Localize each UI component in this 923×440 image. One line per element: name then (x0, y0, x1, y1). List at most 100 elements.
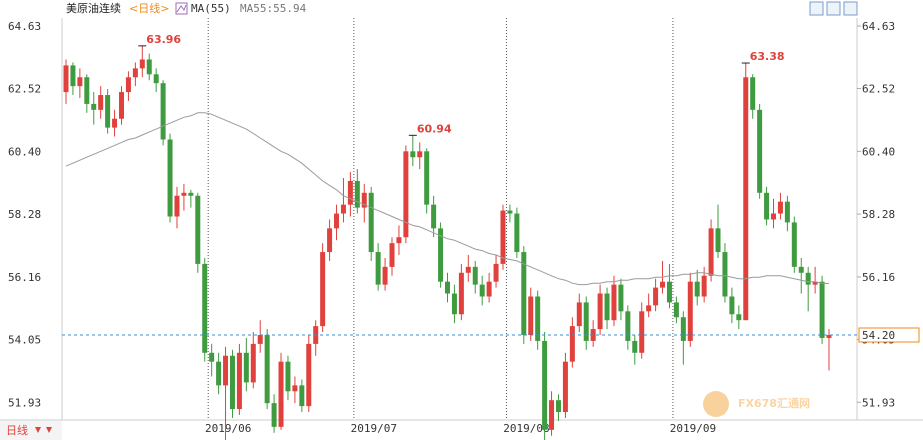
candle-body (472, 266, 478, 285)
candle-body (195, 195, 201, 264)
ma-icon[interactable] (175, 2, 188, 15)
candle-body (777, 201, 783, 214)
candle-body (209, 352, 215, 362)
period[interactable]: <日线> (129, 1, 169, 15)
candle-body (340, 204, 346, 214)
candle-body (139, 59, 145, 69)
y-tick-label: 60.40 (8, 145, 41, 158)
candle-body (431, 204, 437, 229)
candle-body (743, 77, 749, 321)
ma-icon-glyph (176, 4, 187, 13)
candle-body (327, 228, 333, 253)
x-tick-label: 2019/09 (670, 422, 716, 435)
candle-body (63, 65, 69, 93)
tool-button[interactable] (809, 1, 824, 16)
candle-body (458, 272, 464, 315)
candle-body (507, 210, 513, 214)
y-tick-label-right: 60.40 (862, 145, 895, 158)
tool-button[interactable] (826, 1, 841, 16)
candle-body (243, 352, 249, 383)
candle-body (403, 151, 409, 238)
candle-body (70, 65, 76, 87)
candle-body (583, 302, 589, 341)
candle-body (680, 317, 686, 341)
candle-body (625, 311, 631, 341)
candle-body (826, 335, 832, 338)
candle-body (271, 403, 277, 427)
candle-body (424, 151, 430, 205)
candle-body (417, 151, 423, 158)
candle-body (216, 361, 222, 386)
y-tick-label: 56.16 (8, 271, 41, 284)
footer-period[interactable]: 日线 (6, 423, 28, 437)
candle-body (445, 281, 450, 294)
candle-body (757, 109, 763, 193)
candle-body (320, 252, 326, 327)
ma-name: MA(55) (191, 2, 231, 15)
candle-body (354, 180, 360, 208)
candle-body (410, 151, 416, 158)
candle-body (299, 385, 305, 407)
footer-arrow[interactable] (35, 427, 41, 433)
high-label: 63.38 (750, 50, 785, 63)
candle-body (653, 287, 659, 306)
candle-body (257, 335, 263, 344)
y-tick-label: 58.28 (8, 208, 41, 221)
y-tick-label: 54.05 (8, 333, 41, 346)
candle-body (729, 296, 735, 315)
candle-body (396, 237, 402, 244)
last-price-label: 54.20 (862, 329, 895, 342)
y-tick-label-right: 62.52 (862, 83, 895, 96)
x-tick-label: 2019/06 (205, 422, 251, 435)
candle-body (535, 296, 541, 341)
candle-body (618, 284, 624, 312)
candle-body (181, 192, 187, 196)
candle-body (687, 281, 693, 341)
candle-body (590, 329, 596, 341)
candle-body (167, 139, 173, 217)
last-price-box (858, 327, 920, 343)
candle-body (812, 281, 818, 285)
ma-readout: MA55:55.94 (240, 2, 307, 15)
footer-arrow[interactable] (46, 427, 52, 433)
candle-body (750, 77, 756, 110)
candle-body (660, 281, 666, 288)
candle-body (542, 340, 548, 430)
y-tick-label: 64.63 (8, 20, 41, 33)
candle-body (105, 95, 111, 128)
candle-body (528, 296, 534, 336)
candle-body (791, 222, 797, 267)
y-tick-label: 62.52 (8, 83, 41, 96)
candle-body (451, 293, 457, 315)
candle-body (722, 252, 728, 297)
candle-body (306, 343, 312, 407)
candle-body (91, 103, 97, 110)
candle-body (493, 263, 499, 282)
footer-bar (0, 421, 62, 440)
candle-body (479, 284, 485, 297)
candle-body (112, 118, 118, 128)
candle-body (701, 275, 707, 297)
candle-body (632, 340, 638, 353)
candle-body (153, 74, 159, 84)
candle-body (715, 228, 721, 253)
candle-body (597, 293, 603, 330)
candle-body (438, 228, 444, 282)
candle-body (146, 59, 152, 75)
candle-body (229, 355, 235, 410)
candle-body (784, 201, 790, 223)
candle-body (500, 210, 506, 264)
candle-body (764, 192, 770, 220)
tool-button[interactable] (843, 1, 858, 16)
y-tick-label: 51.93 (8, 396, 41, 409)
candle-body (160, 83, 166, 140)
candle-body (264, 335, 270, 404)
candle-body (292, 385, 298, 392)
candle-body (188, 192, 194, 196)
candle-body (694, 281, 700, 297)
y-tick-label-right: 51.93 (862, 396, 895, 409)
y-tick-label-right: 58.28 (862, 208, 895, 221)
candle-body (84, 77, 90, 104)
candle-body (98, 95, 104, 110)
